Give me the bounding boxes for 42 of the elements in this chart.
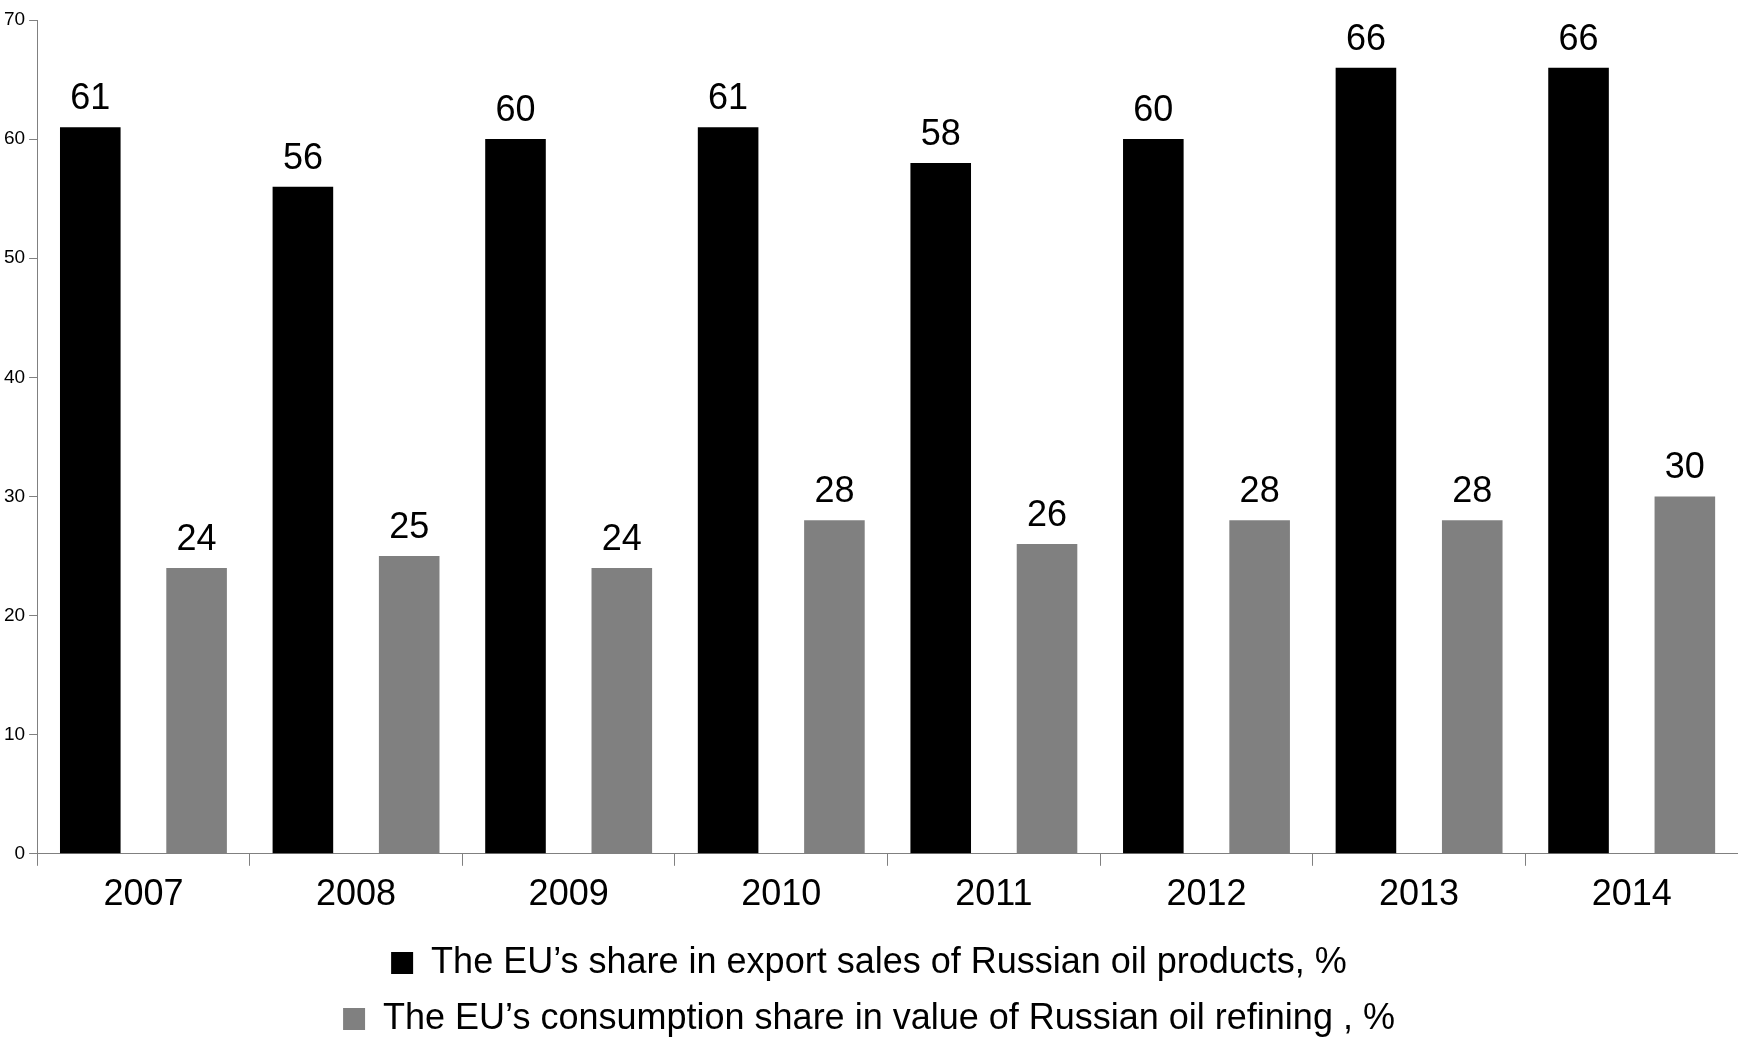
data-label: 25 xyxy=(389,504,430,546)
x-tick-label: 2010 xyxy=(741,872,822,914)
data-label: 28 xyxy=(1452,469,1493,511)
legend-label: The EU’s share in export sales of Russian oil products, % xyxy=(431,939,1347,981)
bar xyxy=(272,186,334,854)
data-label: 56 xyxy=(282,135,323,177)
data-label: 66 xyxy=(1345,16,1386,58)
bar xyxy=(1548,67,1609,854)
x-tick-label: 2011 xyxy=(955,872,1033,914)
bar xyxy=(59,127,121,854)
data-label: 28 xyxy=(814,469,855,511)
x-tick-label: 2013 xyxy=(1379,872,1460,914)
data-label: 58 xyxy=(920,111,961,153)
y-tick-label: 0 xyxy=(14,842,26,864)
bar xyxy=(1335,67,1397,854)
data-label: 66 xyxy=(1558,16,1599,58)
data-label: 60 xyxy=(1133,88,1174,130)
bar xyxy=(910,162,972,854)
y-tick-label: 70 xyxy=(3,8,26,30)
y-tick-label: 60 xyxy=(3,127,26,149)
y-tick-label: 50 xyxy=(3,246,26,268)
bar xyxy=(1123,139,1184,854)
x-tick-label: 2008 xyxy=(316,872,397,914)
x-tick-label: 2009 xyxy=(528,872,609,914)
x-tick-label: 2012 xyxy=(1166,872,1247,914)
data-label: 24 xyxy=(176,516,217,558)
data-label: 61 xyxy=(708,76,749,118)
data-label: 24 xyxy=(601,516,642,558)
bar xyxy=(485,139,546,854)
y-tick-label: 40 xyxy=(3,365,26,387)
data-label: 60 xyxy=(495,88,536,130)
y-tick-label: 10 xyxy=(3,722,26,744)
data-label: 30 xyxy=(1664,445,1705,487)
data-label: 61 xyxy=(70,76,111,118)
data-label: 26 xyxy=(1027,493,1068,535)
data-label: 28 xyxy=(1239,469,1280,511)
bar xyxy=(697,127,759,854)
y-tick-label: 30 xyxy=(3,484,26,506)
x-tick-label: 2007 xyxy=(103,872,184,914)
legend-label: The EU’s consumption share in value of Russian oil refining , % xyxy=(383,995,1395,1037)
y-tick-label: 20 xyxy=(3,603,26,625)
x-tick-label: 2014 xyxy=(1591,872,1672,914)
